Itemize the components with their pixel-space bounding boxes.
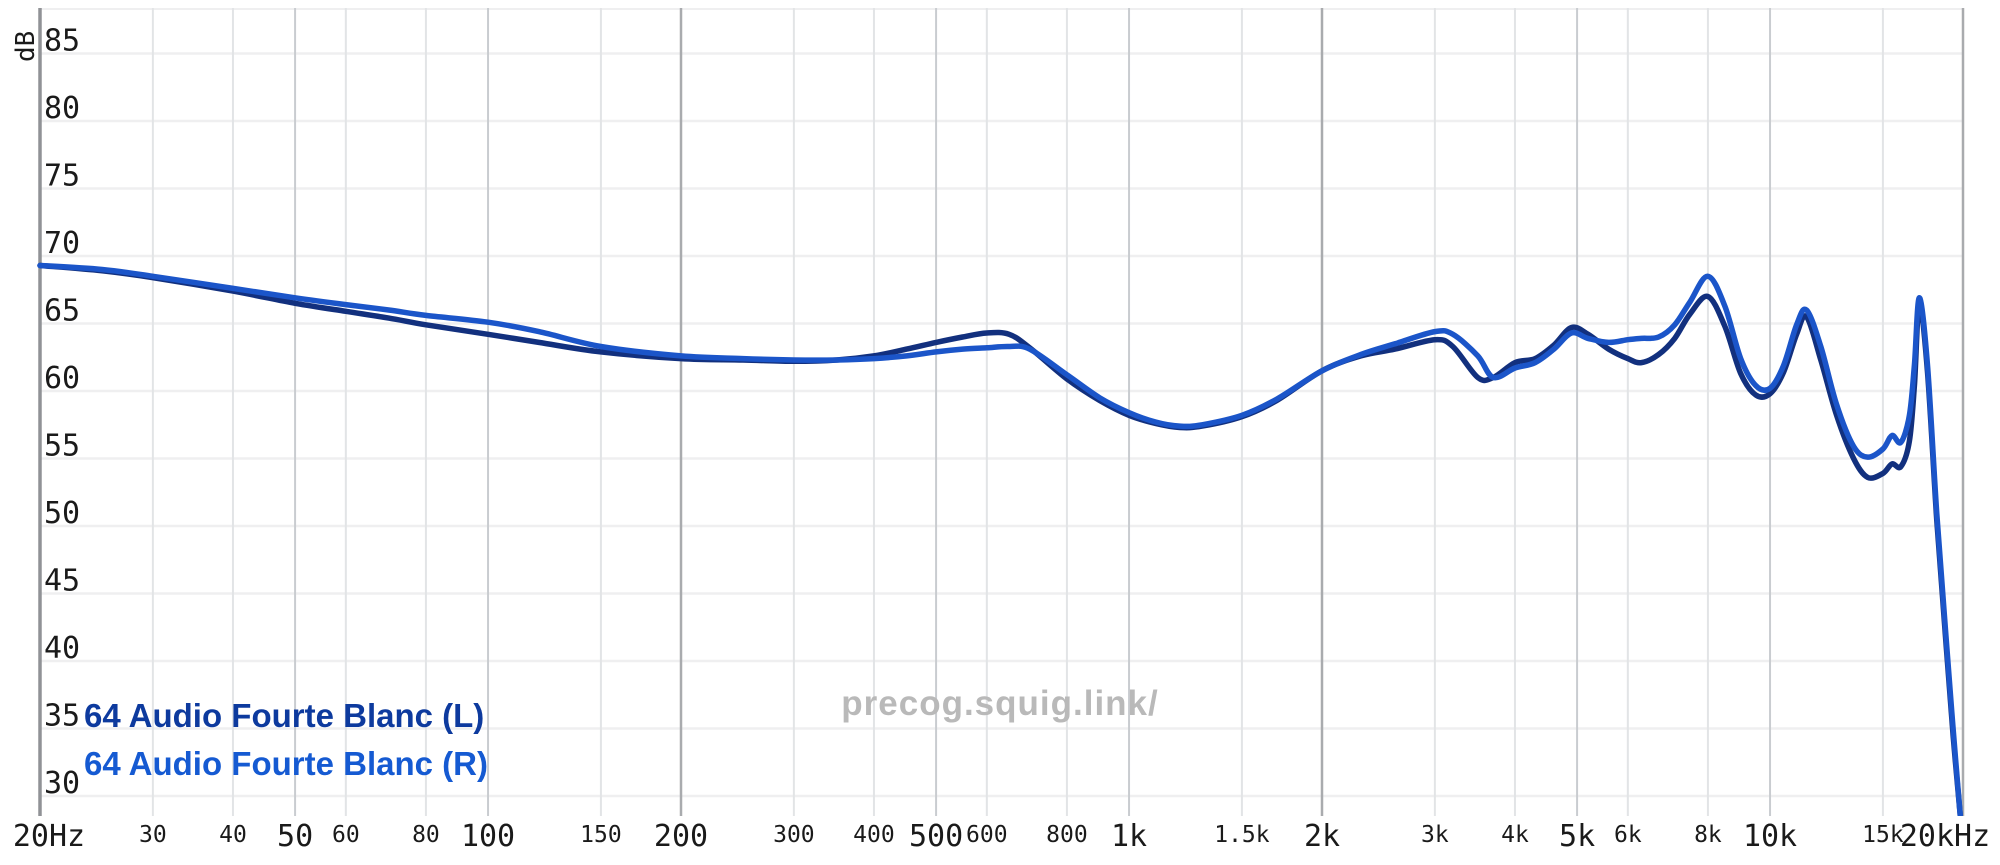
x-tick-label-2k: 2k — [1304, 819, 1340, 854]
x-tick-label-3k: 3k — [1421, 822, 1449, 848]
x-tick-label-80: 80 — [412, 822, 440, 848]
x-tick-label-200: 200 — [654, 819, 708, 854]
x-tick-label-600: 600 — [966, 822, 1008, 848]
y-tick-label: 30 — [44, 766, 80, 801]
y-tick-label: 80 — [44, 91, 80, 126]
x-axis-labels: 20Hz 30 40 50 60 80 100 150 200 300 400 500 600 800 1k… — [13, 819, 1990, 854]
y-tick-label: 50 — [44, 496, 80, 531]
x-tick-label-5k: 5k — [1559, 819, 1595, 854]
vertical-gridlines — [38, 8, 1965, 816]
watermark-link[interactable]: precog.squig.link/ — [841, 684, 1159, 723]
fr-curves — [37, 262, 1963, 816]
y-tick-label: 65 — [44, 294, 80, 329]
y-tick-label: 45 — [44, 564, 80, 599]
x-tick-label-500: 500 — [909, 819, 963, 854]
x-tick-label-1.5k: 1.5k — [1214, 822, 1270, 848]
y-axis-unit-label: dB — [11, 31, 41, 62]
horizontal-gridlines — [40, 8, 1963, 798]
x-tick-label-60: 60 — [332, 822, 360, 848]
x-tick-label-8k: 8k — [1694, 822, 1722, 848]
legend-item-right-channel[interactable]: 64 Audio Fourte Blanc (R) — [84, 745, 488, 782]
x-tick-label-1k: 1k — [1111, 819, 1147, 854]
y-tick-label: 60 — [44, 361, 80, 396]
y-tick-label: 55 — [44, 429, 80, 464]
x-tick-label-20kHz: 20kHz — [1900, 819, 1990, 854]
y-tick-label: 70 — [44, 226, 80, 261]
x-tick-label-6k: 6k — [1614, 822, 1642, 848]
y-axis-labels: 85 80 75 70 65 60 55 50 45 40 35 30 dB — [11, 24, 80, 802]
x-tick-label-400: 400 — [853, 822, 895, 848]
legend-item-left-channel[interactable]: 64 Audio Fourte Blanc (L) — [84, 697, 485, 734]
x-tick-label-15k: 15k — [1862, 822, 1904, 848]
x-tick-label-800: 800 — [1046, 822, 1088, 848]
x-tick-label-100: 100 — [461, 819, 515, 854]
y-tick-label: 85 — [44, 24, 80, 59]
x-tick-label-4k: 4k — [1501, 822, 1529, 848]
x-tick-label-40: 40 — [219, 822, 247, 848]
legend: 64 Audio Fourte Blanc (L) 64 Audio Fourt… — [84, 692, 488, 788]
x-tick-label-10k: 10k — [1743, 819, 1797, 854]
x-tick-label-50: 50 — [277, 819, 313, 854]
y-tick-label: 35 — [44, 699, 80, 734]
x-tick-label-150: 150 — [580, 822, 622, 848]
x-tick-label-20Hz: 20Hz — [13, 819, 85, 854]
y-tick-label: 75 — [44, 159, 80, 194]
y-tick-label: 40 — [44, 631, 80, 666]
x-tick-label-30: 30 — [139, 822, 167, 848]
fr-curve-right — [37, 262, 1963, 816]
x-tick-label-300: 300 — [773, 822, 815, 848]
